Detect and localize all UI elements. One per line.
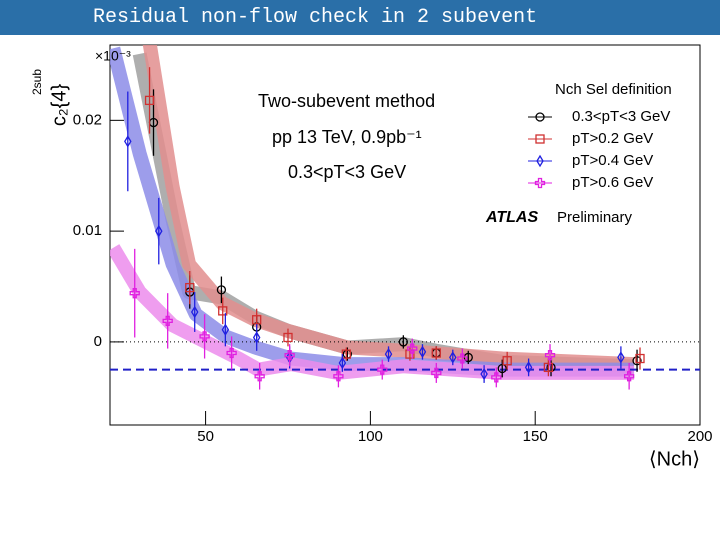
- point: [129, 288, 140, 299]
- point: [199, 331, 210, 342]
- point: [190, 305, 199, 319]
- point: [431, 348, 441, 358]
- legend-marker: [535, 112, 545, 122]
- point: [338, 356, 347, 370]
- point: [124, 135, 132, 148]
- point: [252, 315, 262, 325]
- legend-label: 0.3<pT<3 GeV: [572, 108, 670, 125]
- point: [155, 224, 163, 238]
- y-tick-label: 0: [94, 333, 102, 350]
- x-tick-label: 50: [197, 428, 214, 445]
- annotation: 0.3<pT<3 GeV: [288, 162, 406, 182]
- annotation: Two-subevent method: [258, 91, 435, 111]
- x-tick-label: 200: [687, 428, 712, 445]
- point: [284, 350, 295, 361]
- point: [457, 353, 468, 364]
- point: [480, 367, 488, 381]
- point: [377, 364, 388, 375]
- point: [162, 315, 173, 327]
- y-axis-label: c₂{4}: [48, 84, 70, 127]
- point: [185, 282, 195, 293]
- annotation: Preliminary: [557, 209, 633, 226]
- point: [544, 350, 556, 361]
- point: [144, 95, 155, 106]
- point: [418, 345, 427, 359]
- plot-frame: [109, 44, 701, 426]
- point: [632, 356, 642, 366]
- point: [218, 306, 228, 316]
- legend-marker: [535, 134, 545, 144]
- point: [333, 371, 344, 382]
- legend-label: pT>0.6 GeV: [572, 174, 653, 191]
- point: [502, 356, 512, 366]
- point: [623, 371, 635, 382]
- legend-label: pT>0.4 GeV: [572, 152, 653, 169]
- point: [449, 351, 457, 364]
- point: [497, 363, 507, 374]
- point: [635, 353, 645, 364]
- x-tick-label: 150: [523, 428, 548, 445]
- point: [431, 367, 442, 379]
- legend-title: Nch Sel definition: [555, 81, 672, 98]
- point: [407, 343, 418, 354]
- legend-marker: [536, 154, 544, 168]
- point: [491, 372, 502, 383]
- point: [226, 347, 237, 359]
- point: [283, 332, 293, 343]
- point: [617, 351, 625, 364]
- x-tick-label: 100: [358, 428, 383, 445]
- slide-title: Residual non-flow check in 2 subevent: [0, 0, 720, 35]
- y-tick-label: 0.02: [73, 111, 102, 128]
- point: [216, 285, 227, 295]
- y-axis-label-sup: 2sub: [30, 69, 44, 95]
- annotation: ATLAS: [485, 209, 538, 226]
- point: [398, 337, 409, 347]
- legend-label: pT>0.2 GeV: [572, 130, 653, 147]
- point: [543, 362, 554, 373]
- exponent: ×10⁻³: [95, 48, 131, 64]
- annotation: pp 13 TeV, 0.9pb⁻¹: [272, 127, 422, 147]
- legend-marker: [534, 177, 546, 189]
- x-axis-label: ⟨Nch⟩: [649, 448, 700, 470]
- point: [384, 347, 393, 361]
- point: [221, 323, 230, 336]
- point: [254, 371, 265, 382]
- point: [524, 361, 533, 374]
- point: [252, 331, 261, 344]
- y-tick-label: 0.01: [73, 222, 102, 239]
